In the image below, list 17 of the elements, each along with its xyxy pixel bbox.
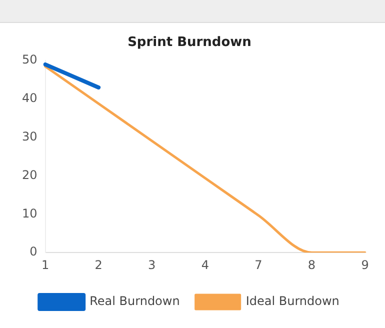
- x-tick-label: 3: [148, 258, 156, 272]
- y-tick-label: 30: [22, 130, 38, 144]
- x-tick-label: 7: [254, 258, 262, 272]
- x-tick-label: 9: [361, 258, 369, 272]
- y-tick-label: 40: [22, 91, 38, 106]
- x-tick-label: 4: [201, 258, 209, 272]
- line-series: [44, 65, 366, 253]
- y-tick-label: 50: [22, 52, 38, 67]
- legend-label: Ideal Burndown: [246, 294, 340, 308]
- y-tick-label: 10: [22, 206, 38, 220]
- x-tick-label: 2: [94, 258, 102, 272]
- y-tick-label: 20: [22, 168, 38, 182]
- chart-title: Sprint Burndown: [128, 35, 252, 50]
- x-tick-label: 8: [308, 258, 316, 272]
- y-tick-label: 0: [30, 244, 38, 259]
- x-tick-label: 1: [41, 258, 50, 272]
- legend-label: Real Burndown: [90, 294, 180, 308]
